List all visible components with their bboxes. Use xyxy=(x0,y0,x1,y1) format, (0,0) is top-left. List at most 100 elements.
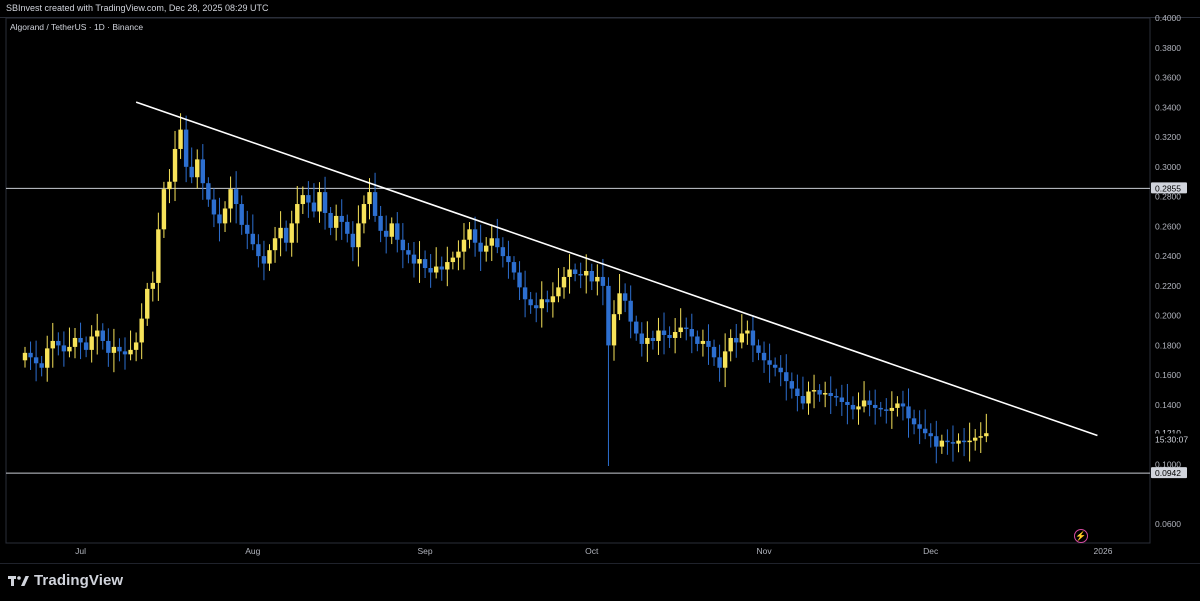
price-label-text: 0.1210 xyxy=(1155,428,1181,438)
candle-body xyxy=(950,442,956,444)
candle-body xyxy=(67,346,72,352)
y-tick-label: 0.1400 xyxy=(1155,400,1181,410)
candle-body xyxy=(756,345,761,353)
y-tick-label: 0.4000 xyxy=(1155,13,1181,23)
candle-body xyxy=(83,342,89,350)
candle-body xyxy=(522,287,528,300)
footer-bar xyxy=(0,563,1200,601)
candle-body xyxy=(711,346,717,358)
candle-body xyxy=(128,349,133,355)
candle-body xyxy=(606,285,611,346)
candle-body xyxy=(945,440,950,443)
price-label-horizontal-line: 0.0942 xyxy=(1151,467,1187,479)
candle-body xyxy=(456,251,461,258)
candle-body xyxy=(461,239,467,252)
candle-body xyxy=(872,404,878,408)
candle-body xyxy=(645,337,650,344)
candle-body xyxy=(767,360,772,365)
candle-body xyxy=(22,352,28,361)
candle-body xyxy=(589,271,594,282)
candle-body xyxy=(650,337,656,341)
candle-body xyxy=(506,256,511,263)
candle-body xyxy=(356,223,361,248)
candle-body xyxy=(672,332,678,338)
candle-body xyxy=(978,436,983,438)
candle-body xyxy=(467,229,472,240)
candle-body xyxy=(406,250,411,255)
candle-body xyxy=(445,262,450,270)
candle-body xyxy=(511,262,517,273)
candle-body xyxy=(345,221,350,234)
candle-body xyxy=(422,259,428,269)
candle-body xyxy=(156,229,161,283)
candle-body xyxy=(889,407,895,411)
candle-body xyxy=(967,440,972,443)
y-tick-label: 0.3600 xyxy=(1155,73,1181,83)
candle-body xyxy=(328,212,333,228)
candle-body xyxy=(695,336,700,344)
candle-body xyxy=(822,393,828,395)
candle-body xyxy=(961,440,967,443)
y-tick-label: 0.2600 xyxy=(1155,221,1181,231)
candle-body xyxy=(472,229,478,243)
candle-body xyxy=(784,372,789,382)
candle-body xyxy=(656,330,661,341)
candle-body xyxy=(428,268,433,273)
candle-body xyxy=(772,364,778,368)
candle-body xyxy=(33,357,39,364)
candle-body xyxy=(484,245,489,252)
candle-body xyxy=(911,418,917,425)
candle-body xyxy=(867,400,872,405)
candle-body xyxy=(728,337,733,352)
trendline-layer xyxy=(135,101,1098,437)
candle-body xyxy=(195,159,200,178)
tradingview-logo[interactable]: TradingView xyxy=(8,572,123,589)
candle-body xyxy=(206,183,211,200)
y-tick-label: 0.3000 xyxy=(1155,162,1181,172)
trendline xyxy=(135,101,1098,437)
y-tick-label: 0.2400 xyxy=(1155,251,1181,261)
candle-body xyxy=(811,390,817,392)
candle-body xyxy=(122,351,128,355)
grid-layer xyxy=(5,17,1151,544)
candle-body xyxy=(45,348,50,368)
candle-body xyxy=(845,401,850,405)
candle-body xyxy=(339,215,344,222)
candle-body xyxy=(395,223,400,240)
candle-body xyxy=(256,244,261,257)
candle-body xyxy=(528,299,533,306)
candle-body xyxy=(172,148,178,182)
price-label-text: 15:30:07 xyxy=(1155,434,1188,444)
candle-body xyxy=(717,357,722,368)
candle-body xyxy=(550,296,556,303)
candle-body xyxy=(389,223,394,237)
candle-body xyxy=(634,321,639,334)
candle-body xyxy=(884,409,889,411)
flash-icon[interactable]: ⚡ xyxy=(1074,529,1088,543)
candle-body xyxy=(245,224,250,234)
candle-body xyxy=(706,340,711,347)
candle-body xyxy=(78,337,83,343)
candle-body xyxy=(861,400,867,407)
candle-body xyxy=(295,204,300,224)
candle-body xyxy=(217,214,222,224)
candle-body xyxy=(133,342,139,350)
candle-body xyxy=(411,254,417,264)
y-tick-label: 0.2800 xyxy=(1155,192,1181,202)
x-tick-label: Dec xyxy=(923,546,939,556)
y-tick-label: 0.2200 xyxy=(1155,281,1181,291)
candle-body xyxy=(595,276,600,282)
candle-body xyxy=(378,215,383,231)
candle-body xyxy=(878,407,883,410)
candle-body xyxy=(972,437,978,441)
candle-body xyxy=(450,257,456,263)
candle-body xyxy=(900,403,906,407)
candle-body xyxy=(789,381,795,389)
candle-body xyxy=(817,390,822,395)
candle-body xyxy=(639,333,644,344)
candle-body xyxy=(28,352,33,358)
candle-body xyxy=(722,351,728,368)
candle-body xyxy=(400,239,406,251)
x-tick-label: Nov xyxy=(756,546,772,556)
